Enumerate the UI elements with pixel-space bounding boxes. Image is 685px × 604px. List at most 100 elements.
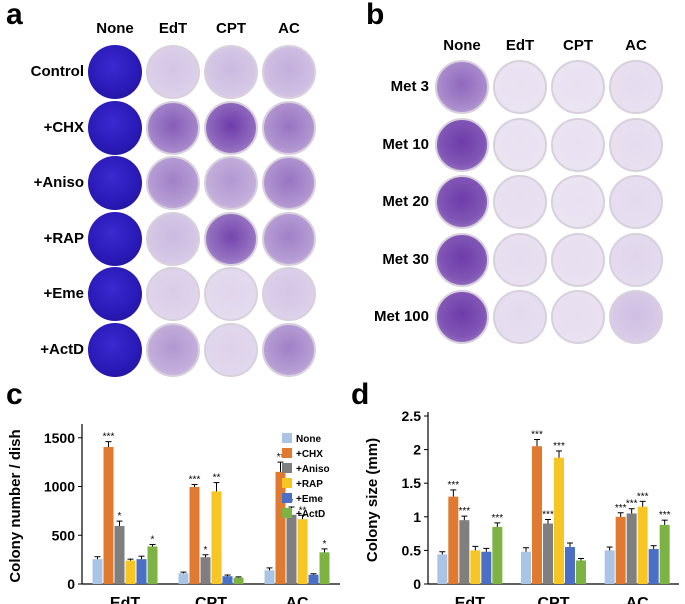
significance-label: *** <box>103 432 115 443</box>
y-tick-label: 0 <box>67 576 75 592</box>
significance-label: *** <box>491 513 503 524</box>
panel_a-row-header: +Aniso <box>33 174 84 191</box>
panel_a-dish <box>146 211 200 266</box>
panel_a-row-header: +Eme <box>43 285 84 302</box>
legend-label: +Eme <box>296 494 323 505</box>
panel_a-dish <box>88 211 142 266</box>
bar-aniso <box>114 525 125 584</box>
panel_b-dish <box>435 232 489 287</box>
significance-label: * <box>118 511 122 522</box>
bar-aniso <box>200 557 211 584</box>
y-tick-label: 1.5 <box>402 475 422 491</box>
legend-swatch <box>282 448 292 458</box>
bar-chx <box>448 496 459 584</box>
panel_a-row-header: Control <box>30 63 84 80</box>
significance-label: *** <box>553 441 565 452</box>
x-category-label: AC <box>285 595 309 604</box>
panel_a-column-header: EdT <box>158 20 188 37</box>
panel_a-dish <box>262 45 316 99</box>
bar-eme <box>481 551 492 584</box>
panel_b-row-header: Met 20 <box>382 193 429 210</box>
significance-label: *** <box>615 503 627 514</box>
significance-label: ** <box>299 505 307 516</box>
panel_a-dish <box>88 322 142 377</box>
panel_a-column-header: CPT <box>216 20 246 37</box>
panel_a-dish <box>262 156 316 210</box>
panel_b-dish <box>493 232 547 287</box>
panel_b-column-header: EdT <box>505 37 535 54</box>
significance-label: * <box>323 539 327 550</box>
x-category-label: EdT <box>110 595 140 604</box>
panel_a-dish <box>204 45 258 99</box>
panel_b-row-header: Met 100 <box>373 308 429 325</box>
bar-rap <box>211 491 222 584</box>
panel_a-dish <box>262 100 316 155</box>
panel_b-dish <box>435 290 489 344</box>
panel_b-dish <box>493 175 547 229</box>
significance-label: * <box>151 535 155 546</box>
bar-none <box>92 559 103 584</box>
panel_a-dish <box>88 156 142 210</box>
bar-actd <box>492 526 503 584</box>
panel_b-dish <box>435 60 489 114</box>
panel_b-dish <box>609 117 663 172</box>
bar-chx <box>532 446 542 584</box>
panel_b-dish <box>493 117 547 172</box>
panel_b-column-header: None <box>443 37 481 54</box>
bar-none <box>604 550 615 584</box>
panel_b-dish <box>493 290 547 344</box>
bar-actd <box>233 577 244 584</box>
y-tick-label: 2.5 <box>402 408 422 424</box>
panel_a-dish <box>88 100 142 155</box>
panel_b-dish <box>435 117 489 172</box>
bar-aniso <box>543 523 553 584</box>
panel_a-column-header: None <box>96 20 134 37</box>
legend-swatch <box>282 433 292 443</box>
significance-label: *** <box>542 509 554 520</box>
panel_a-dish <box>146 267 200 321</box>
y-axis-label: Colony size (mm) <box>364 438 381 562</box>
panel_a-row-header: +RAP <box>43 229 84 247</box>
panel-a-letter: a <box>6 0 23 31</box>
significance-label: *** <box>447 480 459 491</box>
bar-rap <box>637 506 648 584</box>
significance-label: ** <box>213 473 221 484</box>
y-tick-label: 1000 <box>44 479 75 495</box>
y-tick-label: 0 <box>413 576 421 592</box>
panel_b-dish <box>551 175 605 229</box>
legend-swatch <box>282 493 292 503</box>
panel-b-letter: b <box>366 0 385 31</box>
significance-label: *** <box>531 430 543 441</box>
panel_a-dish <box>88 45 142 99</box>
bar-eme <box>222 576 233 584</box>
y-tick-label: 1 <box>413 509 421 525</box>
y-tick-label: 0.5 <box>402 542 422 558</box>
panel_a-dish <box>204 211 258 266</box>
bar-actd <box>147 546 158 584</box>
significance-label: *** <box>659 510 671 521</box>
panel_b-row-header: Met 3 <box>390 78 429 95</box>
panel_a-dish <box>204 267 258 321</box>
bar-none <box>521 551 531 584</box>
bar-eme <box>565 547 575 584</box>
panel_a-dish <box>146 45 200 99</box>
bar-chx <box>189 486 200 584</box>
legend-label: None <box>296 434 321 445</box>
panel_b-dish <box>609 60 663 114</box>
x-category-label: EdT <box>455 595 485 604</box>
panel_b-dish <box>551 60 605 114</box>
panel-c-letter: c <box>6 378 23 411</box>
panel_a-dish <box>146 156 200 210</box>
bar-eme <box>308 574 319 584</box>
significance-label: *** <box>637 491 649 502</box>
legend-swatch <box>282 478 292 488</box>
panel_b-row-header: Met 10 <box>382 135 429 153</box>
panel_a-row-header: +ActD <box>40 340 84 358</box>
bar-actd <box>576 560 586 584</box>
legend-label: +ActD <box>296 509 325 520</box>
panel_a-dish <box>204 322 258 377</box>
x-category-label: CPT <box>195 595 227 604</box>
panel_b-row-header: Met 30 <box>382 250 429 268</box>
bar-actd <box>319 552 330 584</box>
